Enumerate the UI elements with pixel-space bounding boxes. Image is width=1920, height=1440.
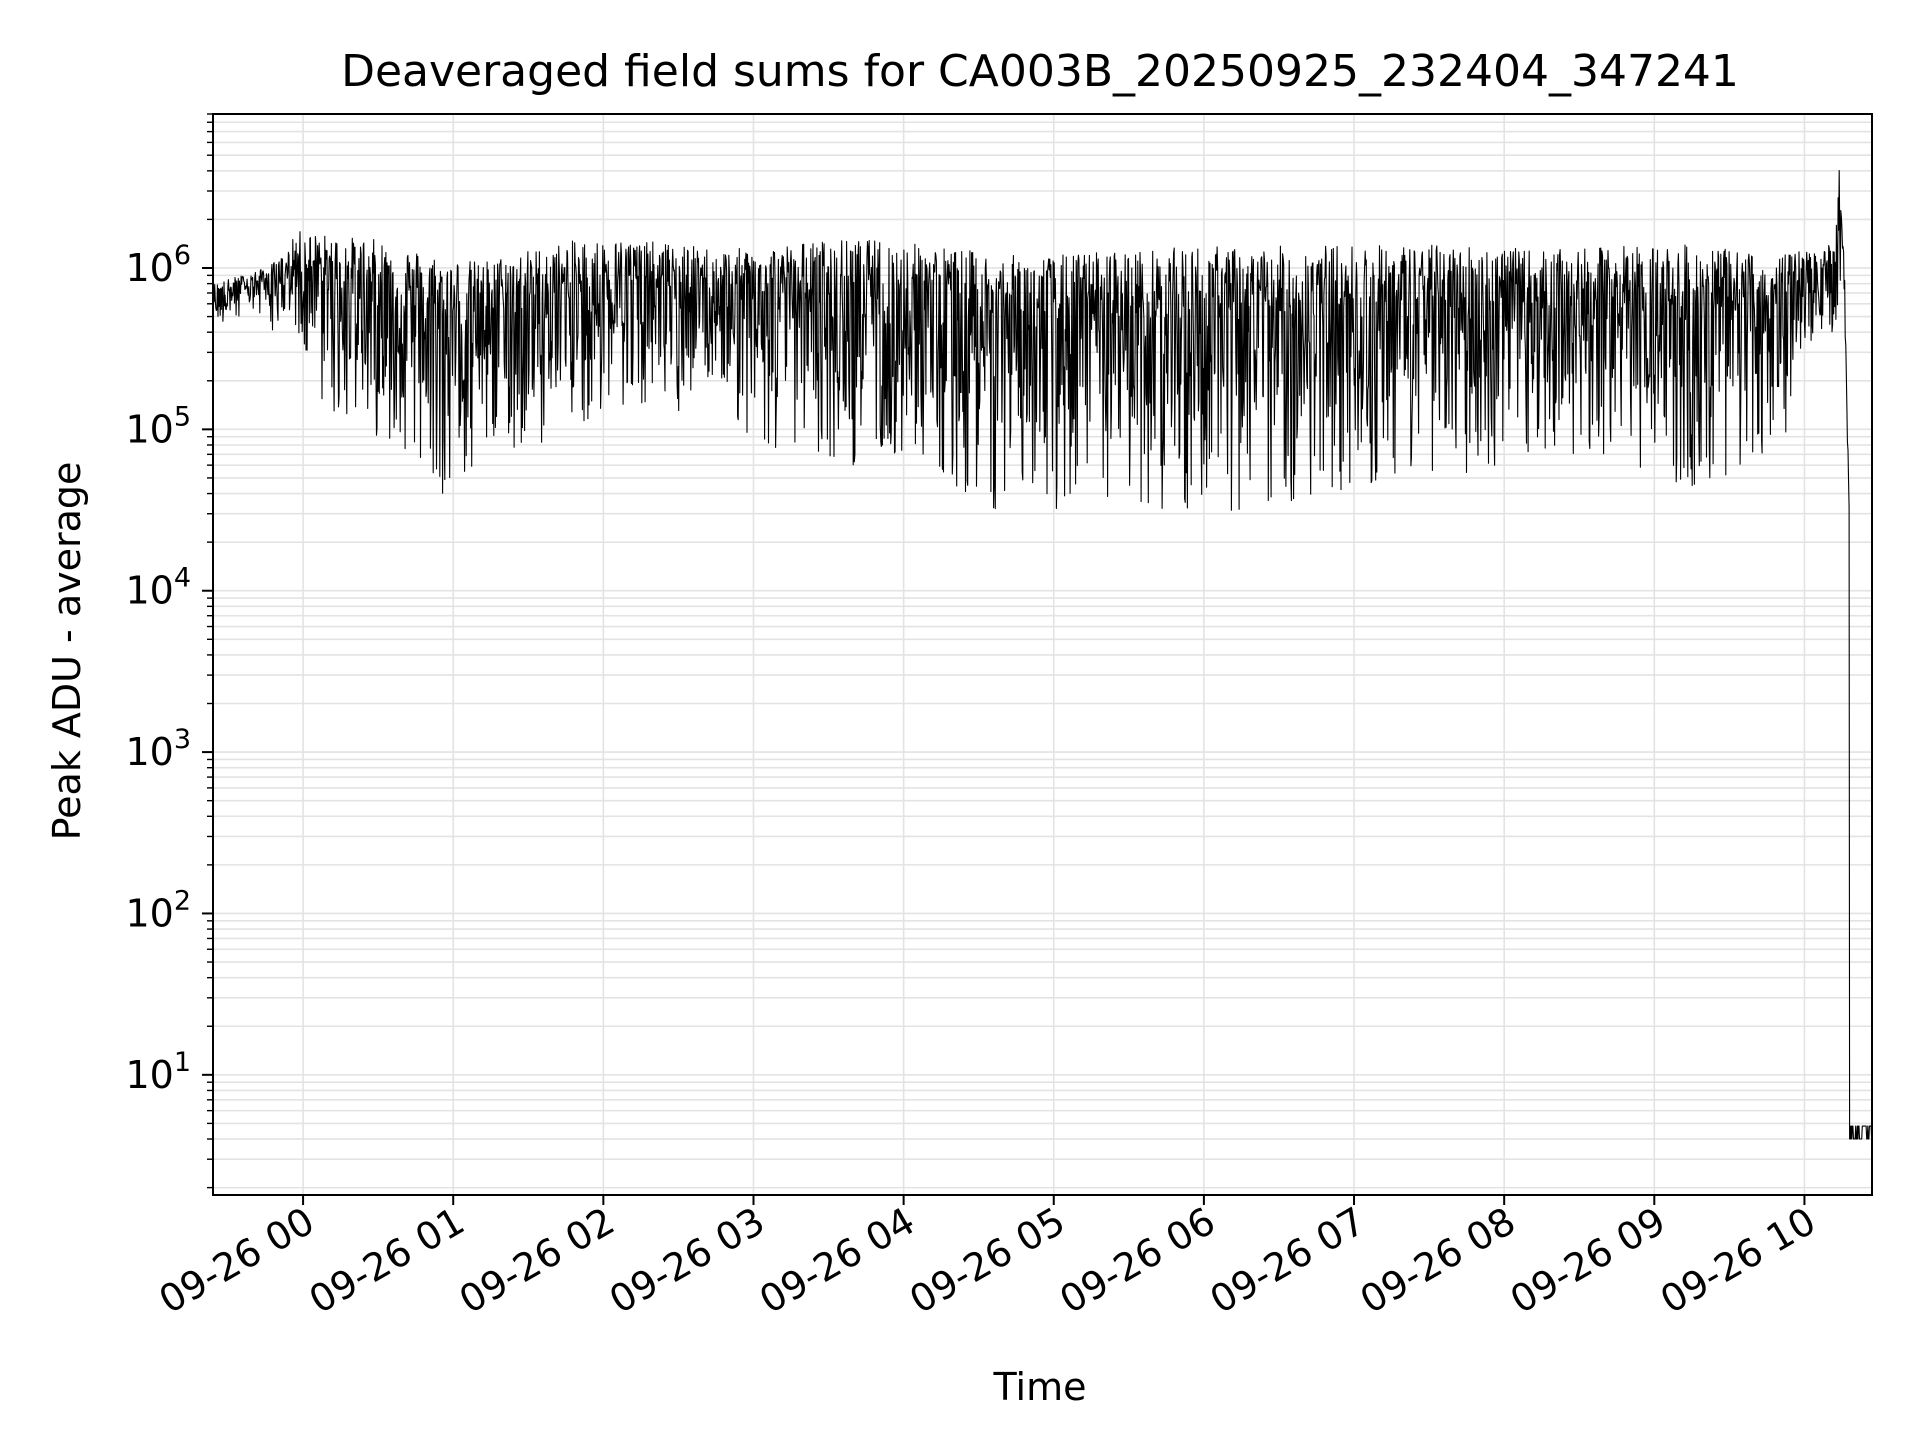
y-tick-label: 105	[125, 401, 191, 451]
grid	[213, 113, 1872, 1195]
series-line	[212, 170, 1873, 1140]
x-axis-label: Time	[993, 1365, 1087, 1409]
y-tick-label: 104	[125, 563, 191, 613]
y-tick-label: 103	[125, 724, 191, 774]
y-axis: 101 102 103 104 105 106	[125, 113, 213, 1189]
y-tick-label: 106	[125, 240, 191, 290]
y-axis-label: Peak ADU - average	[45, 462, 89, 841]
data-series	[212, 170, 1873, 1140]
chart-title: Deaveraged field sums for CA003B_2025092…	[341, 46, 1739, 97]
y-tick-label: 102	[125, 885, 191, 935]
y-tick-label: 101	[125, 1047, 191, 1097]
